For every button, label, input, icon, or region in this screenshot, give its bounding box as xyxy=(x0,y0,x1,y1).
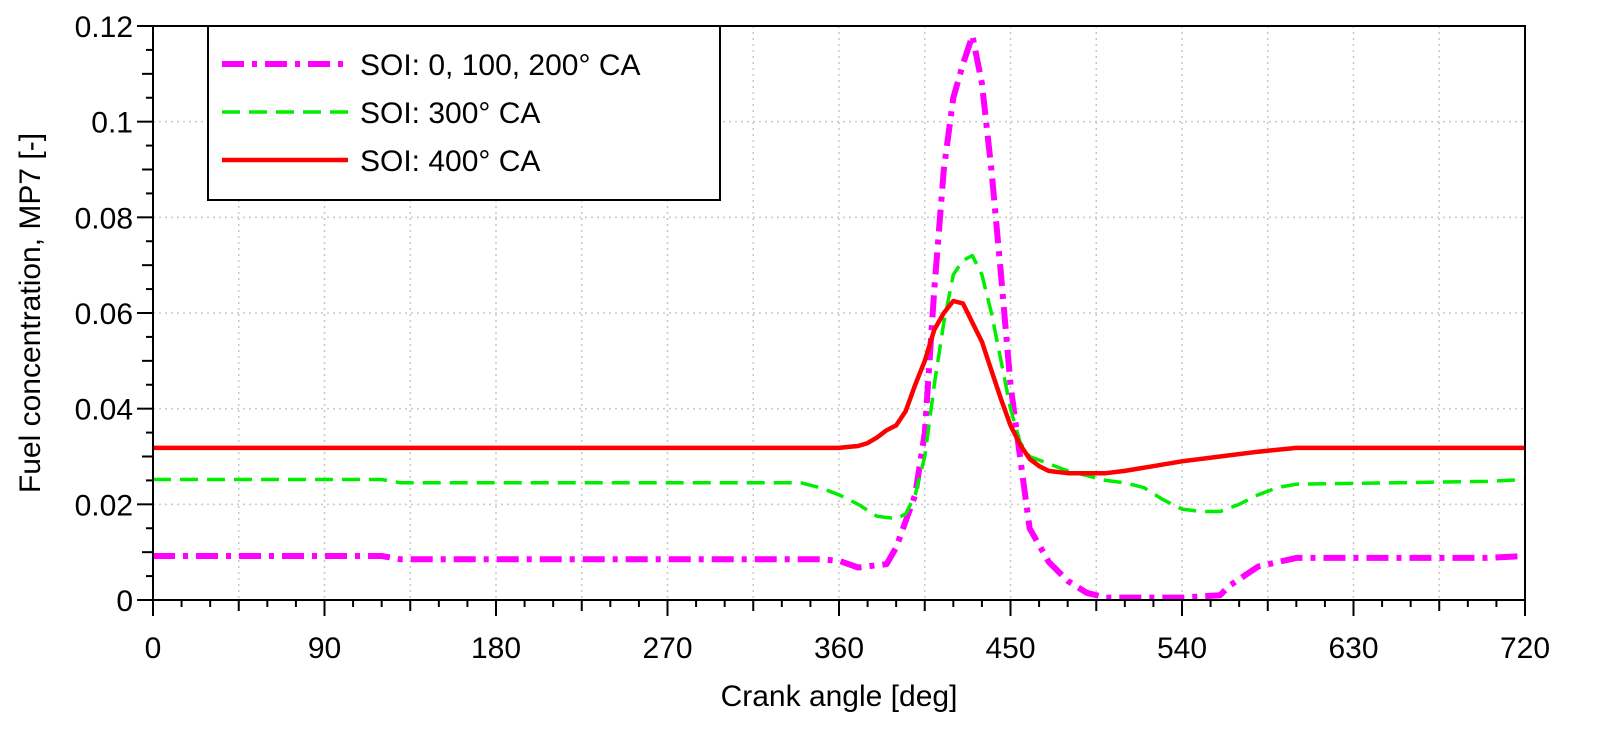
x-tick-label: 450 xyxy=(985,632,1035,665)
series-line-1 xyxy=(153,32,1526,601)
legend-label: SOI: 300° CA xyxy=(360,97,540,130)
y-tick-label: 0.1 xyxy=(91,107,133,140)
x-tick-label: 720 xyxy=(1500,632,1550,665)
x-tick-label: 90 xyxy=(308,632,341,665)
x-tick-label: 0 xyxy=(145,632,162,665)
y-tick-label: 0.12 xyxy=(75,11,133,44)
legend-label: SOI: 0, 100, 200° CA xyxy=(360,49,641,82)
x-tick-label: 180 xyxy=(471,632,521,665)
series-layer xyxy=(153,32,1526,601)
x-tick-label: 630 xyxy=(1328,632,1378,665)
legend: SOI: 0, 100, 200° CA SOI: 300° CA SOI: 400… xyxy=(207,25,721,201)
x-tick-label: 360 xyxy=(814,632,864,665)
y-tick-label: 0.06 xyxy=(75,298,133,331)
y-tick-label: 0.08 xyxy=(75,202,133,235)
ticks: 0 90 180 270 360 450 540 630 720 0 0.02 0.04 0.06 0.0… xyxy=(75,11,1550,665)
x-tick-label: 540 xyxy=(1157,632,1207,665)
x-axis-label: Crank angle [deg] xyxy=(721,680,958,713)
legend-label: SOI: 400° CA xyxy=(360,145,540,178)
y-tick-label: 0.02 xyxy=(75,489,133,522)
y-tick-label: 0 xyxy=(116,585,133,618)
series-line-3 xyxy=(153,298,1525,476)
y-tick-label: 0.04 xyxy=(75,394,133,427)
y-axis-label: Fuel concentration, MP7 [-] xyxy=(14,133,47,493)
series-line-2 xyxy=(153,253,1526,521)
x-tick-label: 270 xyxy=(642,632,692,665)
